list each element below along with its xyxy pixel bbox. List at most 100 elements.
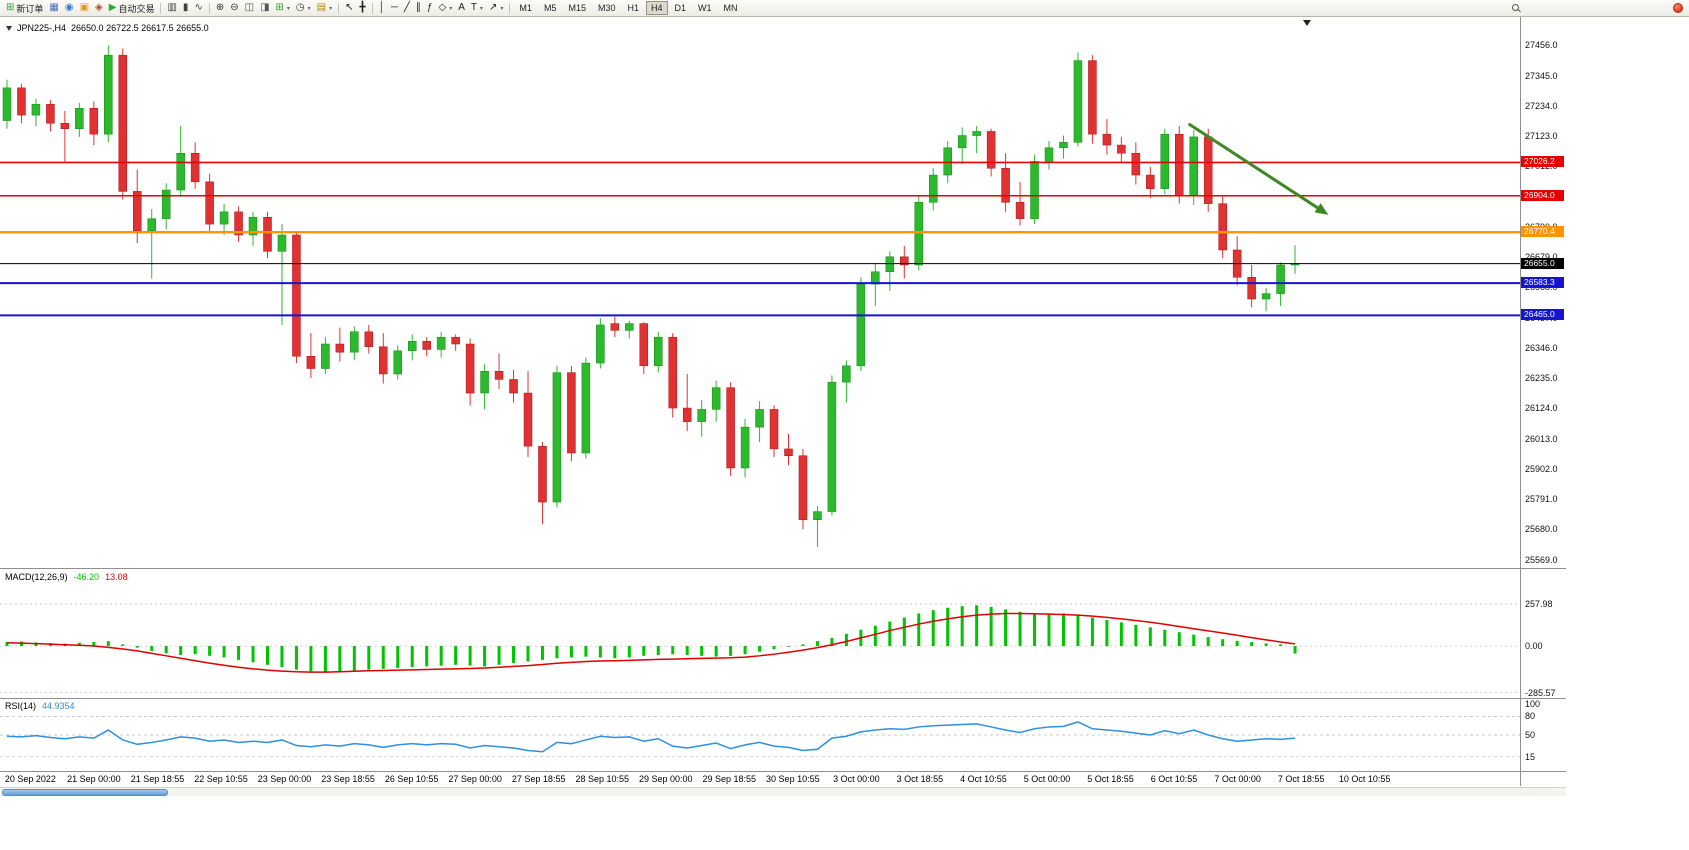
bar-chart-icon[interactable]: ▥ (164, 2, 179, 14)
candle-body (523, 392, 533, 447)
crosshair-icon[interactable]: ╋ (357, 2, 369, 14)
channel-icon[interactable]: ∥ (413, 2, 424, 14)
terminal-icon[interactable]: ◈ (92, 2, 106, 14)
chart-title: JPN225-,H4 26650.0 26722.5 26617.5 26655… (6, 23, 209, 33)
time-tick: 7 Oct 00:00 (1214, 774, 1261, 784)
fibonacci-icon[interactable]: ƒ (424, 2, 436, 14)
candle-body (205, 181, 214, 225)
timeframe-mn-button[interactable]: MN (723, 3, 738, 13)
price-tick: 25680.0 (1525, 524, 1558, 535)
period-icon-caret-icon: ▾ (307, 5, 311, 12)
candle-body (914, 202, 924, 266)
fibonacci-icon-glyph: ƒ (426, 2, 433, 13)
search-button[interactable] (1512, 4, 1519, 11)
candle-body (31, 103, 41, 116)
chart-shift-marker[interactable] (1303, 20, 1311, 26)
candle-body (1117, 144, 1126, 154)
trend-arrow-line[interactable] (1187, 122, 1322, 212)
candle-body (900, 256, 909, 266)
time-tick: 29 Sep 18:55 (702, 774, 757, 784)
time-tick: 6 Oct 10:55 (1150, 774, 1198, 784)
price-tick: 27123.0 (1525, 131, 1558, 142)
candlestick-chart-icon-glyph: ▮ (182, 2, 189, 13)
panel-separator[interactable] (0, 568, 1566, 569)
price-tick: 26679.0 (1525, 252, 1558, 262)
candle-body (263, 217, 272, 252)
timeframe-h4-button[interactable]: H4 (646, 1, 668, 15)
autotrading-button-icon: ▶ (108, 2, 117, 13)
timeframe-m30-button[interactable]: M30 (597, 3, 616, 13)
timeframe-m5-button[interactable]: M5 (543, 3, 557, 13)
shapes-icon[interactable]: ◇ ▾ (436, 2, 456, 14)
new-order-button-icon: ⊞ (6, 2, 15, 13)
time-tick: 23 Sep 00:00 (257, 774, 312, 784)
scrollbar-thumb[interactable] (2, 789, 168, 796)
timeframe-d1-button[interactable]: D1 (674, 3, 687, 13)
rsi-line (6, 721, 1296, 753)
candle-body (668, 336, 677, 409)
candle-body (1015, 202, 1025, 219)
new-chart-icon[interactable]: ⊞ ▾ (273, 2, 293, 14)
price-tick: 25902.0 (1525, 463, 1558, 474)
rsi-tick: 15 (1525, 751, 1536, 762)
status-icon[interactable] (1673, 3, 1683, 13)
text-icon[interactable]: A (455, 2, 468, 14)
zoom-in-icon[interactable]: ⊕ (213, 2, 227, 14)
new-order-button-label: 新订单 (16, 3, 44, 14)
market-watch-icon[interactable]: ◉ (62, 2, 77, 14)
candle-body (321, 343, 330, 369)
timeframe-m15-button[interactable]: M15 (568, 3, 586, 13)
shapes-icon-caret-icon: ▾ (449, 5, 453, 12)
candle-body (422, 341, 431, 350)
channel-icon-glyph: ∥ (415, 2, 421, 13)
new-chart-icon-glyph: ⊞ (275, 2, 284, 13)
vertical-line-icon[interactable]: │ (376, 2, 388, 14)
rsi-panel[interactable] (0, 699, 1520, 771)
price-badge-27026.2: 27026.2 (1521, 156, 1564, 168)
price-tick: 26346.0 (1525, 342, 1558, 353)
price-axis: 27456.027345.027234.027123.027012.026901… (1521, 17, 1567, 786)
toolbar-groups: ⊞ 新订单 ▦ ◉ ▣ ◈ ▶ 自动交易 ▥ ▮ ∿ ⊕ ⊖ ◫ ◨ ⊞ ▾ ◷ ▾ ▤ ▾ ↖ ╋ │ ─ ╱ ∥ ƒ ◇ ▾ A T ▾ ↗ ▾… (3, 1, 744, 16)
autotrading-button-label: 自动交易 (118, 3, 155, 14)
autotrading-button[interactable]: ▶ 自动交易 (106, 1, 158, 16)
line-chart-icon[interactable]: ∿ (191, 2, 205, 14)
candle-body (986, 131, 996, 169)
price-tick: 26013.0 (1525, 433, 1558, 444)
toolbar-separator (371, 2, 373, 14)
candle-body (798, 455, 808, 521)
charts-icon[interactable]: ▦ (46, 2, 61, 14)
label-icon[interactable]: T ▾ (468, 2, 486, 14)
cursor-icon[interactable]: ↖ (342, 2, 356, 14)
cascade-windows-icon[interactable]: ◨ (257, 2, 272, 14)
time-tick: 3 Oct 00:00 (833, 774, 880, 784)
template-icon[interactable]: ▤ ▾ (314, 2, 335, 14)
timeframe-w1-button[interactable]: W1 (698, 3, 712, 13)
macd-panel[interactable] (0, 569, 1520, 698)
candle-body (2, 87, 12, 121)
price-tick: 25791.0 (1525, 494, 1558, 505)
candle-body (842, 365, 851, 383)
trendline-icon[interactable]: ╱ (401, 2, 413, 14)
chart-menu-arrow-icon[interactable] (6, 25, 12, 31)
navigator-icon[interactable]: ▣ (77, 2, 92, 14)
time-tick: 4 Oct 10:55 (960, 774, 1007, 784)
zoom-out-icon[interactable]: ⊖ (227, 2, 241, 14)
macd-signal-value: 13.08 (105, 572, 128, 582)
time-tick: 29 Sep 00:00 (638, 774, 693, 784)
chart-scrollbar[interactable] (0, 787, 1566, 796)
timeframe-h1-button[interactable]: H1 (627, 3, 639, 13)
candle-body (856, 283, 866, 367)
chart-symbol-period: JPN225-,H4 (17, 23, 67, 33)
trend-arrow-head[interactable] (1314, 203, 1329, 215)
price-chart[interactable] (0, 17, 1520, 568)
timeframe-m1-button[interactable]: M1 (519, 3, 532, 13)
arrows-icon[interactable]: ↗ ▾ (486, 2, 506, 14)
panel-separator[interactable] (0, 698, 1566, 699)
horizontal-line-icon[interactable]: ─ (388, 2, 401, 14)
panel-separator (0, 771, 1566, 772)
period-icon[interactable]: ◷ ▾ (293, 2, 314, 14)
tile-windows-icon[interactable]: ◫ (242, 2, 257, 14)
new-order-button[interactable]: ⊞ 新订单 (3, 1, 46, 16)
candle-body (928, 174, 938, 203)
candlestick-chart-icon[interactable]: ▮ (180, 2, 192, 14)
